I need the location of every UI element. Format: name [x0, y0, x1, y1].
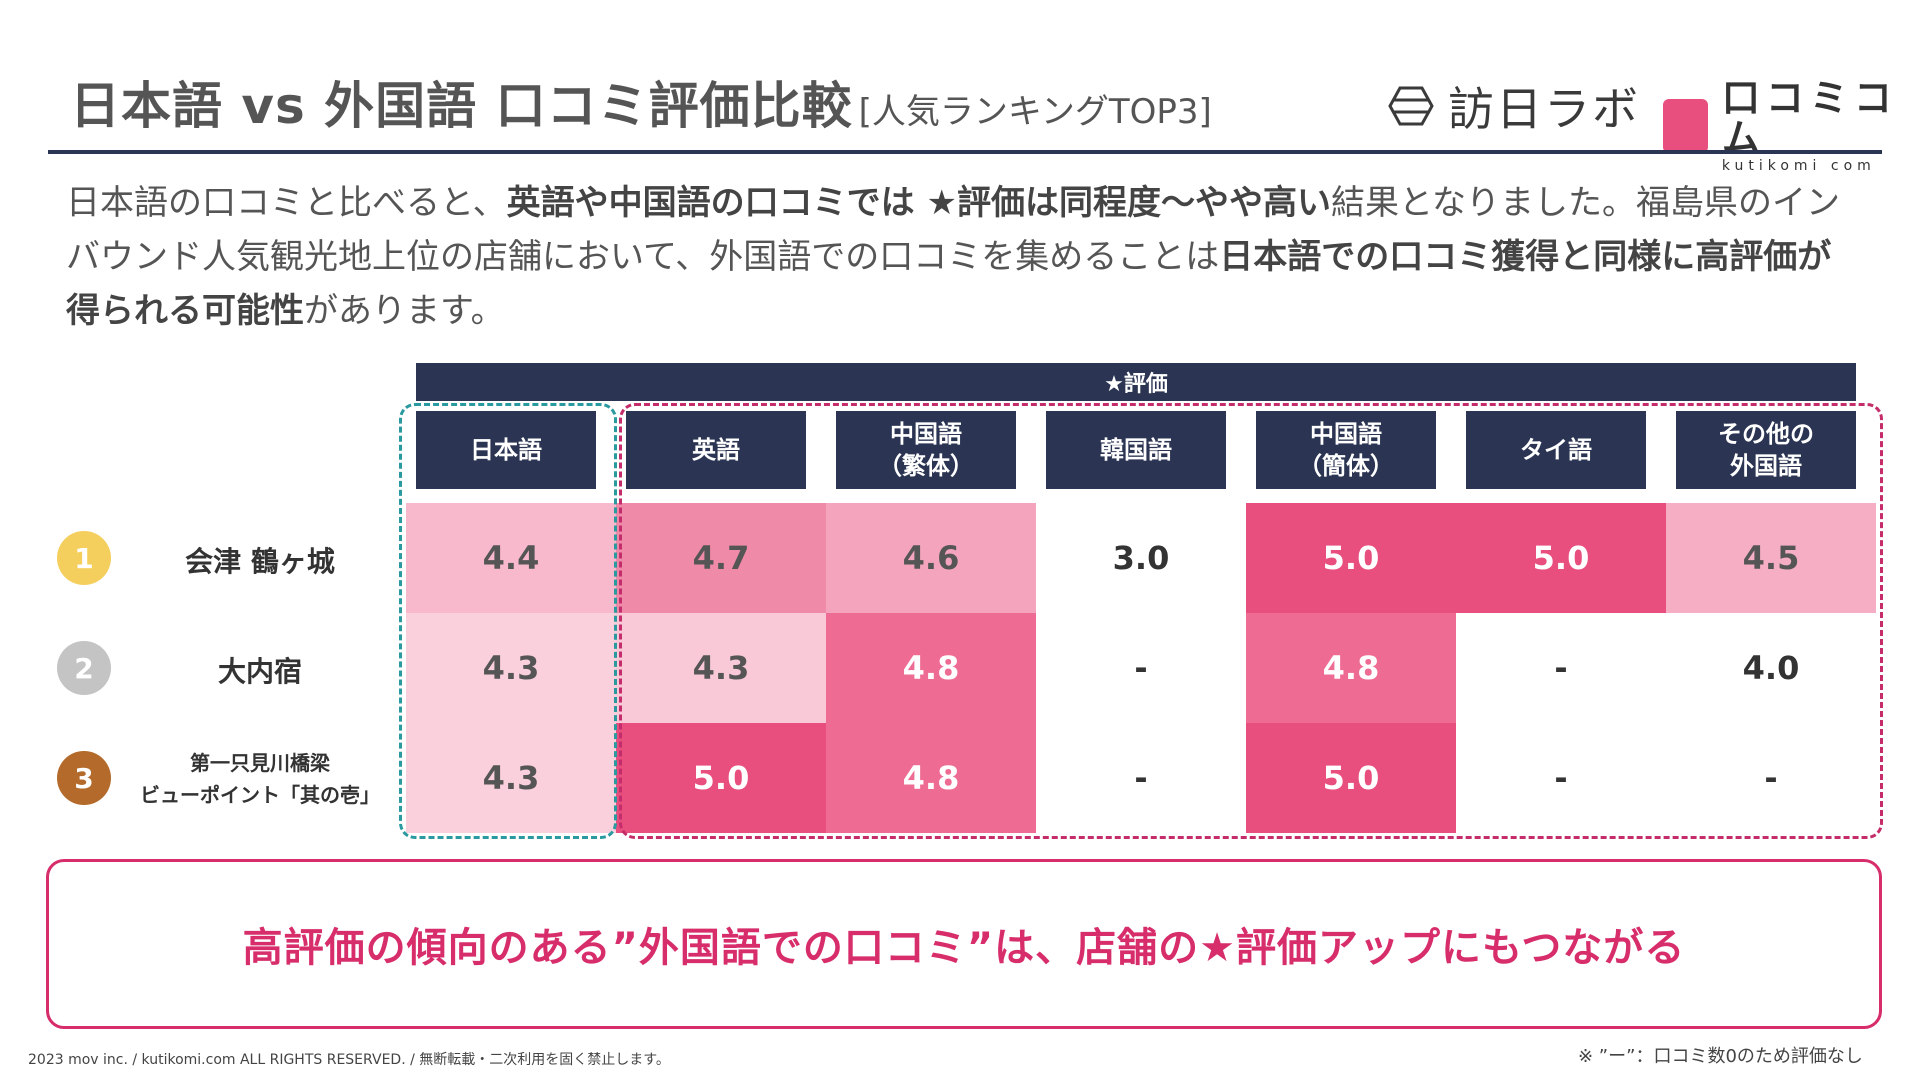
rank-badge: 2	[57, 641, 111, 695]
rating-cell: 4.0	[1666, 613, 1876, 723]
intro-text-2: 結果となりました。福島県のインバウンド人気観光地上位の店舗において、外国語での口…	[66, 183, 1840, 277]
rank-badge: 1	[57, 531, 111, 585]
page-title-main: 日本語 vs 外国語 口コミ評価比較	[70, 77, 853, 135]
rating-cell: -	[1666, 723, 1876, 833]
rating-cell: 4.3	[406, 723, 616, 833]
kutikomi-com-logo: 口コミコム kutikomi com	[1663, 78, 1919, 174]
column-header-english: 英語	[626, 411, 806, 489]
rating-cell: 3.0	[1036, 503, 1246, 613]
column-header-japanese: 日本語	[416, 411, 596, 489]
hounichi-lab-logo: 訪日ラボ	[1388, 76, 1640, 136]
rating-cell: -	[1456, 613, 1666, 723]
column-header-chinese-traditional: 中国語 （繁体）	[836, 411, 1016, 489]
intro-bold-1: 英語や中国語の口コミでは ★評価は同程度〜やや高い	[506, 183, 1331, 223]
rating-header: ★評価	[416, 363, 1856, 401]
rating-cell: 4.6	[826, 503, 1036, 613]
footnote: ※ ”ー”：口コミ数0のため評価なし	[1578, 1046, 1863, 1067]
copyright-footer: 2023 mov inc. / kutikomi.com ALL RIGHTS …	[28, 1052, 670, 1068]
rating-cell: 4.3	[406, 613, 616, 723]
hounichi-lab-wordmark: 訪日ラボ	[1448, 82, 1640, 136]
conclusion-text: 高評価の傾向のある”外国語での口コミ”は、店舗の★評価アップにもつながる	[242, 925, 1686, 971]
spot-name: 第一只見川橋梁ビューポイント「其の壱」	[125, 747, 395, 811]
kutikomi-wordmark: 口コミコム	[1721, 76, 1898, 160]
column-header-thai: タイ語	[1466, 411, 1646, 489]
rating-cell: 4.3	[616, 613, 826, 723]
header-divider	[48, 150, 1882, 154]
rating-cell: 4.7	[616, 503, 826, 613]
rating-cell: 5.0	[1246, 723, 1456, 833]
rating-cell: 4.8	[826, 613, 1036, 723]
page-subtitle: [人気ランキングTOP3]	[858, 92, 1212, 132]
column-header-korean: 韓国語	[1046, 411, 1226, 489]
hexagon-logo-icon	[1388, 86, 1434, 126]
intro-text-1: 日本語の口コミと比べると、	[66, 183, 507, 223]
rating-cell: 5.0	[616, 723, 826, 833]
rating-cell: 4.4	[406, 503, 616, 613]
spot-name-line2: ビューポイント「其の壱」	[140, 783, 380, 807]
page-title: 日本語 vs 外国語 口コミ評価比較 [人気ランキングTOP3]	[70, 66, 1212, 138]
rank-badge: 3	[57, 751, 111, 805]
speech-bubble-icon	[1663, 99, 1708, 153]
foreign-languages-highlight-frame	[619, 403, 1883, 839]
intro-paragraph: 日本語の口コミと比べると、英語や中国語の口コミでは ★評価は同程度〜やや高い結果…	[66, 176, 1856, 338]
intro-text-3: があります。	[304, 291, 505, 331]
spot-name: 会津 鶴ヶ城	[185, 545, 335, 578]
rating-cell: 4.5	[1666, 503, 1876, 613]
rating-cell: -	[1036, 613, 1246, 723]
kutikomi-wordmark-en: kutikomi com	[1721, 158, 1876, 174]
rating-cell: -	[1456, 723, 1666, 833]
rating-cell: 5.0	[1456, 503, 1666, 613]
rating-cell: 5.0	[1246, 503, 1456, 613]
japanese-highlight-frame	[399, 403, 617, 839]
rating-cell: -	[1036, 723, 1246, 833]
rating-cell: 4.8	[1246, 613, 1456, 723]
spot-name: 大内宿	[217, 655, 302, 688]
column-header-other-languages: その他の 外国語	[1676, 411, 1856, 489]
intro-bold-2: 日本語での口コミ獲得と同様に高評価が得られる可能性	[66, 237, 1832, 331]
spot-name-line1: 第一只見川橋梁	[190, 751, 330, 775]
rating-cell: 4.8	[826, 723, 1036, 833]
conclusion-box: 高評価の傾向のある”外国語での口コミ”は、店舗の★評価アップにもつながる	[46, 859, 1882, 1029]
column-header-chinese-simplified: 中国語 （簡体）	[1256, 411, 1436, 489]
